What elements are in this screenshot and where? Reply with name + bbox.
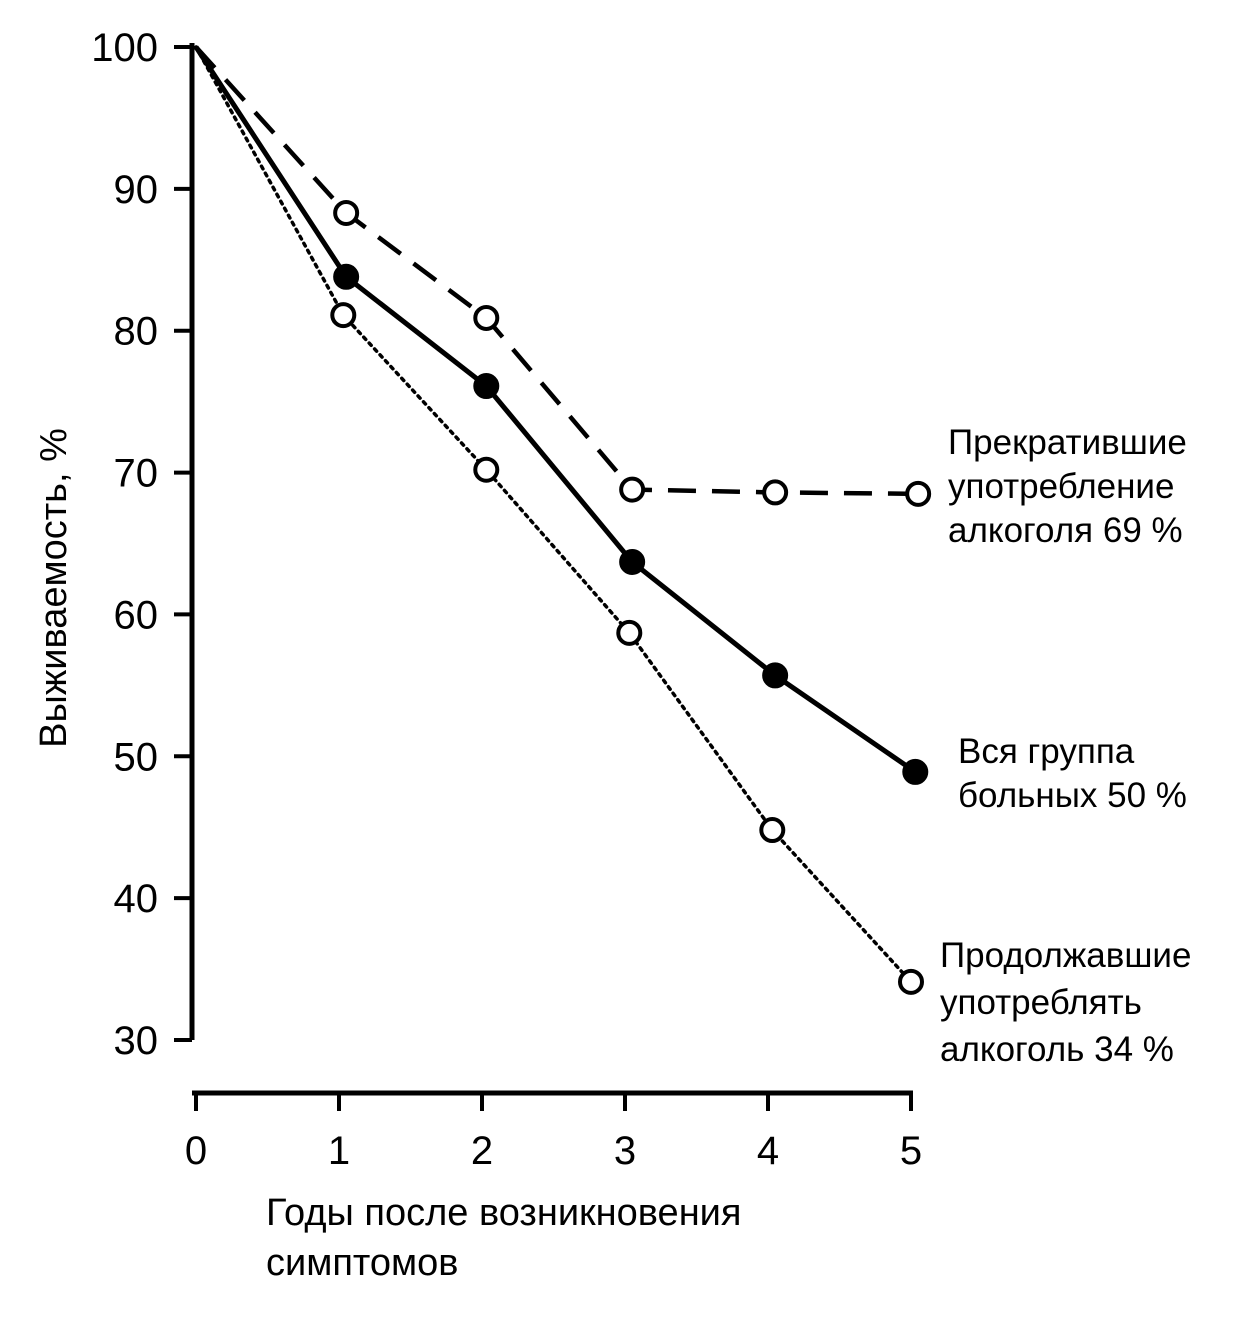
y-tick-label: 40 (114, 877, 159, 921)
series-label-all: Вся группа (958, 732, 1135, 771)
x-axis-title-line: симптомов (266, 1242, 459, 1284)
marker-continued (616, 619, 643, 646)
y-axis: 30 40 50 60 70 80 90 100 (91, 26, 195, 1063)
series-labels: Прекратившие употребление алкоголя 69 % Вся… (940, 423, 1191, 1069)
y-tick-label: 60 (114, 593, 159, 637)
marker-all (902, 758, 929, 785)
series-label-stopped: употребление (948, 467, 1174, 506)
marker-stopped (905, 480, 932, 507)
y-tick-label: 50 (114, 735, 159, 779)
marker-stopped (333, 199, 360, 226)
series-line-continued (194, 45, 913, 984)
series-lines (193, 45, 919, 984)
marker-stopped (619, 476, 646, 503)
x-axis: 0 1 2 3 4 5 (185, 1090, 922, 1173)
x-tick-label: 5 (900, 1129, 922, 1173)
marker-all (333, 263, 360, 290)
y-tick-label: 80 (114, 310, 159, 354)
series-markers (330, 199, 932, 995)
marker-continued (330, 302, 357, 329)
series-line-stopped (194, 45, 919, 497)
x-axis-title-line: Годы после возникновения (266, 1192, 741, 1234)
series-label-continued: алкоголь 34 % (940, 1030, 1174, 1069)
y-tick-label: 90 (114, 168, 159, 212)
x-tick-label: 2 (471, 1129, 493, 1173)
marker-continued (898, 968, 924, 995)
x-tick-label: 0 (185, 1129, 207, 1173)
series-line-all (193, 45, 917, 774)
y-tick-label: 30 (114, 1019, 159, 1063)
marker-stopped (762, 479, 789, 506)
marker-continued (473, 456, 500, 483)
marker-all (473, 373, 500, 400)
x-tick-label: 3 (614, 1129, 636, 1173)
series-label-stopped: Прекратившие (948, 423, 1187, 462)
x-tick-label: 1 (328, 1129, 350, 1173)
y-axis-title: Выживаемость, % (33, 428, 75, 748)
x-tick-label: 4 (757, 1129, 779, 1173)
series-label-continued: употреблять (940, 983, 1142, 1022)
series-label-all: больных 50 % (958, 776, 1187, 815)
x-axis-title: Годы после возникновения симптомов (266, 1192, 741, 1284)
marker-all (619, 548, 646, 575)
series-label-stopped: алкоголя 69 % (948, 511, 1183, 550)
y-tick-label: 100 (91, 26, 158, 70)
marker-all (762, 662, 789, 689)
series-label-continued: Продолжавшие (940, 936, 1191, 975)
marker-stopped (473, 304, 500, 331)
marker-continued (759, 817, 786, 844)
y-tick-label: 70 (114, 452, 159, 496)
